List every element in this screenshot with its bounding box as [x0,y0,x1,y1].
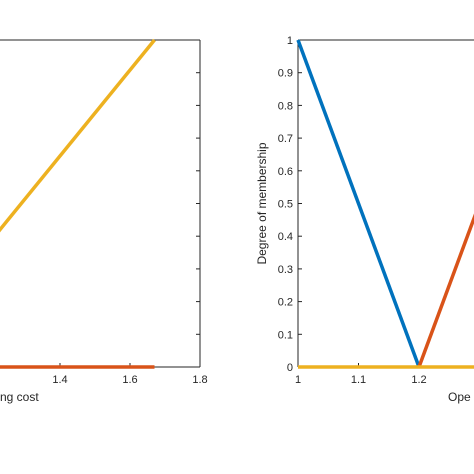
y-tick-label: 0.3 [278,264,293,276]
y-tick-label: 0.7 [278,133,293,145]
x-tick-label: 1.6 [122,374,137,386]
y-tick-label: 0.4 [278,231,293,243]
x-tick-label: 1.2 [411,374,426,386]
series-line [0,365,155,369]
x-tick-label: 1.4 [52,374,67,386]
x-tick-label: 1.1 [351,374,366,386]
right-chart-panel: 1 1.1 1.2 0 0.1 0.2 0.3 0.4 0.5 0.6 0.7 0.8 0.9 1 Ope D… [255,35,474,404]
y-tick-label: 0.9 [278,68,293,80]
series-line [417,213,474,368]
x-axis-label: Ope [448,390,471,404]
y-tick-label: 0 [287,362,293,374]
y-tick-label: 1 [287,35,293,47]
y-tick-label: 0.8 [278,100,293,112]
x-tick-label: 1.8 [192,374,207,386]
left-chart-panel: 1.4 1.6 1.8 ng cost [0,38,208,404]
y-axis-label: Degree of membership [255,142,269,264]
y-tick-label: 0.2 [278,297,293,309]
x-axis-label: ng cost [0,390,39,404]
y-tick-label: 0.5 [278,199,293,211]
y-tick-label: 0.1 [278,329,293,341]
series-line [296,39,421,368]
series-line [0,38,156,233]
y-tick-label: 0.6 [278,166,293,178]
x-tick-label: 1 [295,374,301,386]
